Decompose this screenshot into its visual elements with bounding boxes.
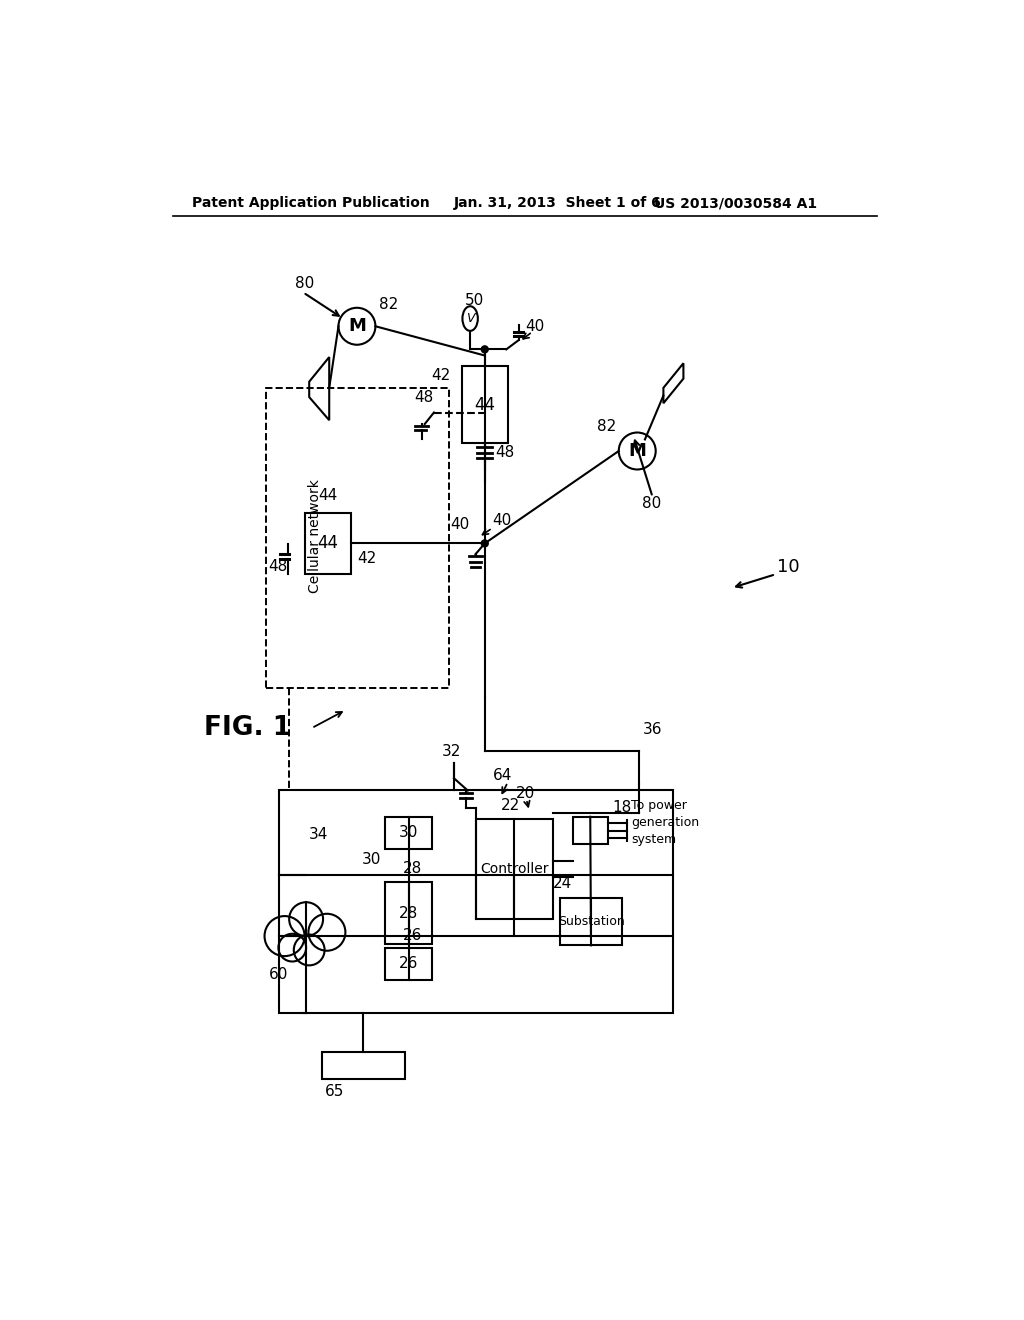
Bar — [385, 817, 432, 849]
Text: 80: 80 — [642, 496, 662, 511]
Bar — [560, 898, 622, 945]
Text: 44: 44 — [317, 535, 338, 552]
Text: 32: 32 — [441, 743, 461, 759]
Text: 42: 42 — [357, 552, 376, 566]
Text: 64: 64 — [493, 768, 512, 784]
Text: 34: 34 — [309, 826, 329, 842]
Text: M: M — [348, 317, 366, 335]
Text: 28: 28 — [402, 861, 422, 876]
Bar — [462, 367, 508, 444]
Text: 36: 36 — [643, 722, 663, 738]
Bar — [385, 948, 432, 979]
Text: 40: 40 — [524, 318, 544, 334]
Text: 40: 40 — [451, 516, 469, 532]
Bar — [280, 789, 674, 1014]
Text: 48: 48 — [268, 558, 288, 574]
Text: 22: 22 — [501, 797, 520, 813]
Text: 50: 50 — [465, 293, 484, 309]
Text: 26: 26 — [398, 956, 418, 972]
Text: 82: 82 — [379, 297, 397, 313]
Text: 10: 10 — [777, 557, 800, 576]
Text: 82: 82 — [597, 418, 616, 434]
Circle shape — [481, 540, 488, 546]
Text: Substation: Substation — [558, 915, 625, 928]
Text: Patent Application Publication: Patent Application Publication — [193, 197, 430, 210]
Bar — [572, 817, 608, 845]
Text: 60: 60 — [269, 968, 289, 982]
Text: M: M — [629, 442, 646, 459]
Text: Jan. 31, 2013  Sheet 1 of 6: Jan. 31, 2013 Sheet 1 of 6 — [454, 197, 662, 210]
Text: 65: 65 — [326, 1084, 345, 1100]
Text: Cellular network: Cellular network — [308, 479, 323, 593]
Text: 30: 30 — [361, 853, 381, 867]
Text: 48: 48 — [415, 389, 434, 405]
Text: Controller: Controller — [480, 862, 548, 876]
Text: US 2013/0030584 A1: US 2013/0030584 A1 — [654, 197, 817, 210]
Bar — [385, 882, 432, 944]
Text: 42: 42 — [431, 368, 451, 383]
Text: 24: 24 — [553, 876, 571, 891]
Text: 80: 80 — [295, 276, 313, 292]
Text: 48: 48 — [496, 445, 515, 461]
Text: 30: 30 — [398, 825, 418, 841]
Text: 44: 44 — [318, 488, 337, 503]
Text: 40: 40 — [493, 512, 512, 528]
Text: To power
generation
system: To power generation system — [631, 799, 699, 846]
Bar — [322, 1052, 404, 1080]
Bar — [266, 388, 450, 688]
Text: FIG. 1: FIG. 1 — [205, 715, 292, 742]
Text: 26: 26 — [402, 928, 422, 942]
Text: 20: 20 — [515, 787, 535, 801]
Bar — [475, 818, 553, 919]
Text: 44: 44 — [474, 396, 496, 413]
Text: V: V — [466, 312, 474, 325]
Text: 18: 18 — [612, 800, 632, 814]
Bar — [304, 512, 351, 574]
Circle shape — [481, 346, 488, 352]
Text: 28: 28 — [399, 906, 418, 920]
